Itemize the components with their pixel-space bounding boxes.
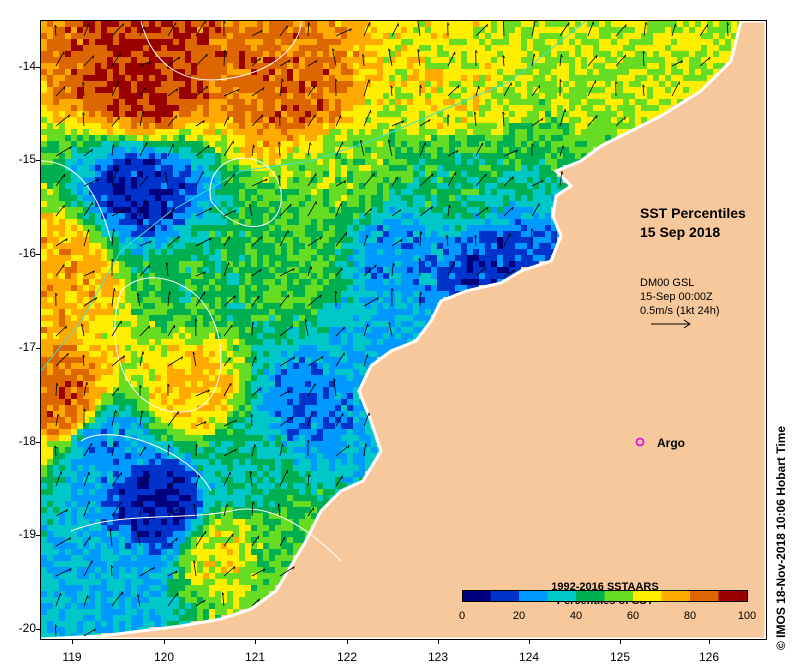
colorbar-swatch	[633, 590, 662, 602]
colorbar-label: 40	[569, 610, 583, 622]
sst-contour	[114, 277, 222, 413]
y-tick-mark	[36, 535, 41, 536]
colorbar	[462, 590, 748, 602]
x-tick-label: 126	[698, 650, 720, 664]
x-tick-label: 121	[244, 650, 266, 664]
sst-contour	[209, 157, 282, 227]
x-tick-mark	[347, 639, 348, 644]
credit-text: © IMOS 18-Nov-2018 10:06 Hobart Time	[774, 425, 788, 650]
y-tick-mark	[36, 67, 41, 68]
scale-arrow	[651, 319, 691, 329]
sst-contour	[80, 434, 212, 492]
y-tick-label: -19	[18, 527, 36, 541]
current-model-label: DM00 GSL	[640, 277, 695, 289]
argo-label: Argo	[657, 436, 685, 450]
y-tick-label: -20	[18, 621, 36, 635]
title-line-2: 15 Sep 2018	[640, 224, 721, 240]
colorbar-swatch	[690, 590, 719, 602]
y-tick-label: -14	[18, 59, 36, 73]
colorbar-label: 60	[626, 610, 640, 622]
x-tick-mark	[529, 639, 530, 644]
colorbar-swatch	[462, 590, 491, 602]
sst-contour	[41, 160, 112, 242]
sst-field	[41, 21, 743, 639]
y-tick-label: -17	[18, 340, 36, 354]
x-tick-label: 119	[62, 650, 82, 664]
y-tick-label: -16	[18, 246, 36, 260]
argo-marker	[635, 437, 645, 447]
colorbar-label: 20	[512, 610, 526, 622]
colorbar-swatch	[547, 590, 577, 602]
colorbar-swatch	[718, 590, 748, 602]
y-tick-label: -18	[18, 434, 36, 448]
x-tick-mark	[164, 639, 165, 644]
title-line-1: SST Percentiles	[640, 205, 746, 221]
x-tick-label: 122	[336, 650, 358, 664]
colorbar-swatch	[661, 590, 691, 602]
colorbar-swatch	[576, 590, 605, 602]
current-time-label: 15-Sep 00:00Z	[640, 291, 713, 303]
x-tick-label: 125	[609, 650, 631, 664]
x-tick-mark	[72, 639, 73, 644]
current-info: DM00 GSL 15-Sep 00:00Z 0.5m/s (1kt 24h)	[640, 276, 719, 318]
y-tick-mark	[36, 254, 41, 255]
sst-contour	[140, 21, 302, 81]
colorbar-label: 80	[683, 610, 697, 622]
current-scale-label: 0.5m/s (1kt 24h)	[640, 305, 720, 317]
land-mass	[41, 21, 766, 639]
isobath-line	[41, 21, 587, 372]
colorbar-swatch	[490, 590, 520, 602]
x-tick-mark	[620, 639, 621, 644]
map-panel	[40, 20, 767, 640]
x-tick-label: 124	[518, 650, 540, 664]
colorbar-label: 100	[737, 610, 757, 622]
y-tick-mark	[36, 442, 41, 443]
x-tick-label: 120	[153, 650, 175, 664]
x-tick-mark	[709, 639, 710, 644]
x-tick-mark	[438, 639, 439, 644]
sst-map	[41, 21, 766, 639]
colorbar-swatch	[519, 590, 548, 602]
y-tick-mark	[36, 160, 41, 161]
y-tick-label: -15	[18, 152, 36, 166]
sst-contour	[70, 508, 342, 562]
y-tick-mark	[36, 629, 41, 630]
map-title: SST Percentiles 15 Sep 2018	[640, 204, 746, 242]
colorbar-label: 0	[458, 610, 466, 622]
current-arrows	[54, 21, 730, 637]
x-tick-label: 123	[427, 650, 449, 664]
y-tick-mark	[36, 348, 41, 349]
x-tick-mark	[255, 639, 256, 644]
colorbar-swatch	[604, 590, 634, 602]
